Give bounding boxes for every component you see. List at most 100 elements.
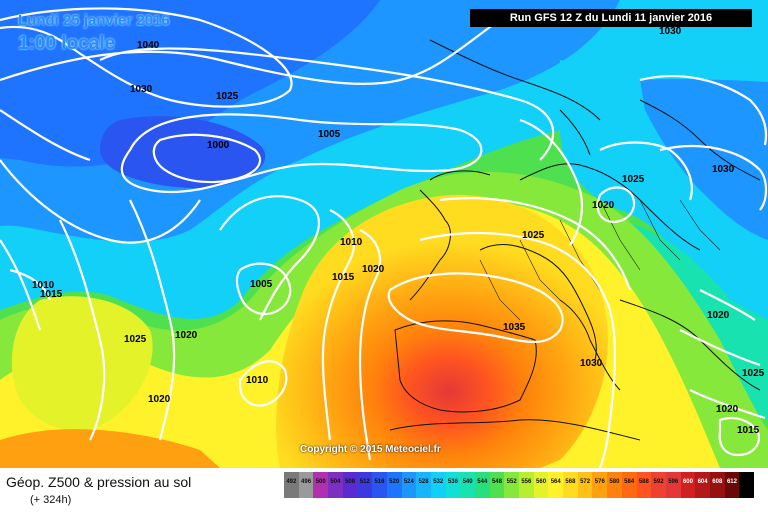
isobar-labels: 1040 1030 1025 1000 1005 1010 1015 1020 … xyxy=(32,26,765,436)
scale-cell: 548 xyxy=(489,472,505,498)
scale-value: 532 xyxy=(433,479,444,485)
isobar-label: 1010 xyxy=(32,280,55,291)
scale-cell: 524 xyxy=(401,472,417,498)
isobars xyxy=(0,7,768,468)
country-borders xyxy=(479,199,721,321)
field-ne-deep xyxy=(640,79,768,240)
scale-cell: 500 xyxy=(313,472,329,498)
field-polar-core xyxy=(100,116,266,189)
isobar-label: 1020 xyxy=(148,394,171,405)
isobar-label: 1020 xyxy=(362,264,385,275)
isobar-label: 1025 xyxy=(622,174,645,185)
scale-cell: 584 xyxy=(621,472,637,498)
scale-value: 612 xyxy=(726,479,737,485)
scale-value: 548 xyxy=(491,479,502,485)
scale-cell: 608 xyxy=(709,472,725,498)
scale-cell: 536 xyxy=(445,472,461,498)
isobar-label: 1035 xyxy=(503,322,526,333)
scale-cell: 516 xyxy=(372,472,387,498)
scale-value: 556 xyxy=(521,479,532,485)
scale-value: 568 xyxy=(565,479,576,485)
scale-value: 584 xyxy=(624,479,635,485)
scale-value: 552 xyxy=(506,479,517,485)
scale-cell: 532 xyxy=(430,472,446,498)
isobar-label: 1030 xyxy=(130,84,153,95)
scale-cell: 492 xyxy=(284,472,299,498)
scale-cell: 592 xyxy=(651,472,666,498)
isobar-label: 1005 xyxy=(250,279,273,290)
scale-cell: 580 xyxy=(607,472,622,498)
scale-cell: 508 xyxy=(342,472,358,498)
forecast-date: Lundi 25 janvier 2016 xyxy=(18,12,170,29)
color-scale: 492 496 500 504 508 512 516 520 524 528 532 536 540 5… xyxy=(284,472,754,498)
field-sw-yellow xyxy=(11,296,153,431)
scale-cell: 612 xyxy=(724,472,740,498)
isobar-label: 1025 xyxy=(522,230,545,241)
scale-value: 540 xyxy=(462,479,473,485)
isobar-label: 1030 xyxy=(712,164,735,175)
scale-cell: 572 xyxy=(577,472,593,498)
coastlines xyxy=(389,39,761,441)
isobar-label: 1020 xyxy=(716,404,739,415)
isobar-label: 1005 xyxy=(318,129,341,140)
isobar-label: 1015 xyxy=(332,272,355,283)
scale-value: 520 xyxy=(389,479,400,485)
scale-cell: 596 xyxy=(665,472,681,498)
scale-value: 492 xyxy=(286,479,297,485)
scale-cell: 520 xyxy=(386,472,402,498)
run-banner: Run GFS 12 Z du Lundi 11 janvier 2016 xyxy=(470,9,752,27)
scale-value: 572 xyxy=(580,479,591,485)
scale-value: 512 xyxy=(359,479,370,485)
isobar-label: 1020 xyxy=(592,200,615,211)
isobar-label: 1000 xyxy=(207,140,230,151)
legend-bar: Géop. Z500 & pression au sol (+ 324h) 49… xyxy=(0,468,768,512)
scale-value: 600 xyxy=(682,479,693,485)
isobar-label: 1020 xyxy=(175,330,198,341)
scale-cell xyxy=(739,472,754,498)
scale-value: 504 xyxy=(330,479,341,485)
scale-value: 564 xyxy=(550,479,561,485)
isobar-label: 1020 xyxy=(707,310,730,321)
scale-cell: 600 xyxy=(680,472,696,498)
scale-cell: 512 xyxy=(357,472,373,498)
scale-cell: 588 xyxy=(636,472,652,498)
scale-cell: 544 xyxy=(474,472,490,498)
scale-value: 536 xyxy=(447,479,458,485)
scale-value: 608 xyxy=(712,479,723,485)
scale-value: 516 xyxy=(374,479,385,485)
scale-cell: 576 xyxy=(592,472,608,498)
scale-value: 524 xyxy=(403,479,414,485)
legend-subtitle: (+ 324h) xyxy=(30,494,72,506)
scale-value: 604 xyxy=(697,479,708,485)
scale-value: 592 xyxy=(653,479,664,485)
isobar-label: 1030 xyxy=(580,358,603,369)
field-north-core xyxy=(0,0,380,167)
scale-cell: 564 xyxy=(548,472,564,498)
scale-value: 596 xyxy=(668,479,679,485)
field-sw-orange xyxy=(0,429,220,468)
scale-value: 580 xyxy=(609,479,620,485)
isobar-label: 1025 xyxy=(124,334,147,345)
isobar-label: 1015 xyxy=(40,289,63,300)
field-high-core xyxy=(276,194,608,468)
scale-value: 496 xyxy=(301,479,312,485)
scale-cell: 552 xyxy=(504,472,519,498)
legend-title: Géop. Z500 & pression au sol xyxy=(6,474,192,490)
scale-cell: 556 xyxy=(519,472,534,498)
scale-value: 576 xyxy=(594,479,605,485)
isobar-label: 1030 xyxy=(659,26,682,37)
copyright-notice: Copyright © 2015 Meteociel.fr xyxy=(300,444,441,455)
scale-value: 588 xyxy=(638,479,649,485)
isobar-label: 1010 xyxy=(246,375,269,386)
scale-cell: 560 xyxy=(533,472,549,498)
scale-value: 560 xyxy=(536,479,547,485)
isobar-label: 1015 xyxy=(737,425,760,436)
scale-cell: 568 xyxy=(563,472,578,498)
scale-value: 544 xyxy=(477,479,488,485)
scale-value: 508 xyxy=(345,479,356,485)
forecast-time: 1:00 locale xyxy=(18,33,116,54)
scale-value: 500 xyxy=(315,479,326,485)
isobar-label: 1025 xyxy=(742,368,765,379)
isobar-label: 1040 xyxy=(137,40,160,51)
